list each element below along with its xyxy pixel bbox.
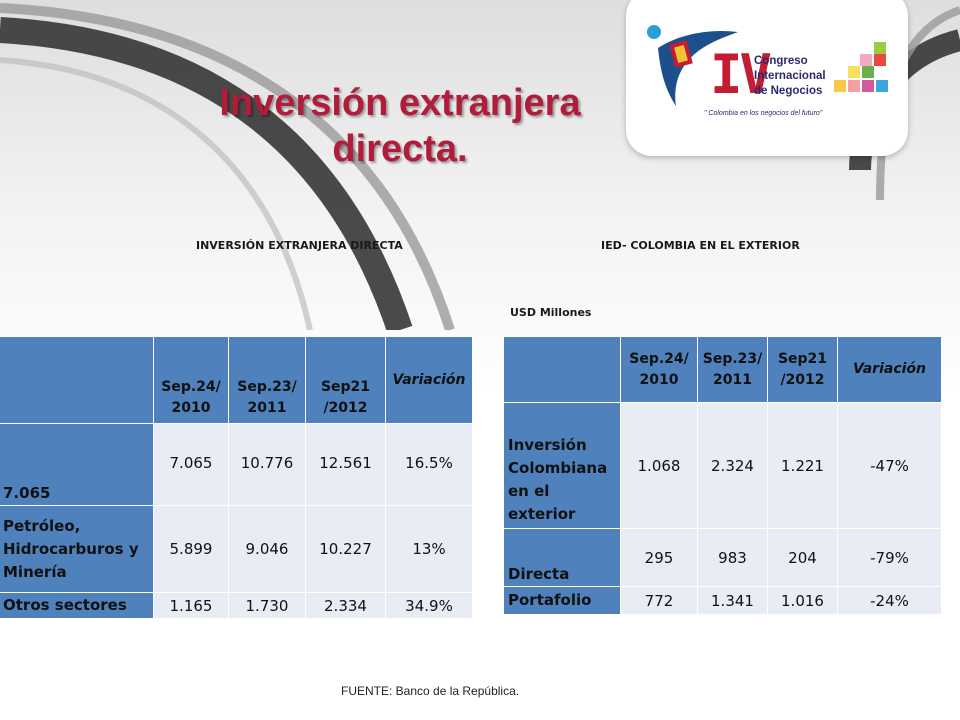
table-cell: 9.046 bbox=[228, 505, 306, 593]
column-header: Sep.23/ 2011 bbox=[228, 336, 306, 424]
column-header: Variación bbox=[837, 336, 942, 403]
table-cell: -79% bbox=[837, 528, 942, 587]
table-cell: 295 bbox=[620, 528, 698, 587]
logo-roman-numeral: IV bbox=[710, 43, 772, 106]
table-cell: 2.334 bbox=[305, 592, 386, 619]
table-cell: 1.730 bbox=[228, 592, 306, 619]
table-cell: 13% bbox=[385, 505, 473, 593]
column-header bbox=[503, 336, 621, 403]
table-cell: 2.324 bbox=[697, 402, 768, 529]
table-cell: 7.065 bbox=[153, 423, 229, 506]
slide-title: Inversión extranjera directa. bbox=[150, 80, 650, 172]
table-cell: 10.776 bbox=[228, 423, 306, 506]
table-cell: 16.5% bbox=[385, 423, 473, 506]
table-row: Petróleo, Hidrocarburos y Minería 5.899 … bbox=[0, 505, 473, 593]
row-label: Inversión Colombiana en el exterior bbox=[503, 402, 621, 529]
column-header: Sep.23/ 2011 bbox=[697, 336, 768, 403]
table-row: Inversión Colombiana en el exterior 1.06… bbox=[503, 402, 942, 529]
slide-title-line: directa. bbox=[332, 128, 468, 170]
row-label: Otros sectores bbox=[0, 592, 154, 619]
table-cell: 1.341 bbox=[697, 586, 768, 615]
column-header: Sep21 /2012 bbox=[767, 336, 838, 403]
table-header-row: Sep.24/ 2010 Sep.23/ 2011 Sep21 /2012 Va… bbox=[0, 336, 473, 424]
row-label: Portafolio bbox=[503, 586, 621, 615]
figure-logo-icon bbox=[647, 25, 738, 107]
table-cell: -47% bbox=[837, 402, 942, 529]
table-row: Directa 295 983 204 -79% bbox=[503, 528, 942, 587]
source-note: FUENTE: Banco de la República. bbox=[341, 684, 520, 698]
logo-name: Congreso Internacional de Negocios bbox=[754, 54, 826, 99]
logo-name-line: Congreso bbox=[754, 55, 808, 67]
table-cell: -24% bbox=[837, 586, 942, 615]
table-cell: 772 bbox=[620, 586, 698, 615]
table-cell: 983 bbox=[697, 528, 768, 587]
row-label: 7.065 bbox=[0, 423, 154, 506]
slide-title-line: Inversión extranjera bbox=[219, 82, 581, 124]
right-table-heading: IED- COLOMBIA EN EL EXTERIOR bbox=[601, 239, 800, 252]
table-row: 7.065 7.065 10.776 12.561 16.5% bbox=[0, 423, 473, 506]
table-cell: 1.221 bbox=[767, 402, 838, 529]
table-cell: 10.227 bbox=[305, 505, 386, 593]
table-cell: 1.016 bbox=[767, 586, 838, 615]
column-header: Sep.24/ 2010 bbox=[620, 336, 698, 403]
column-header: Variación bbox=[385, 336, 473, 424]
row-label: Petróleo, Hidrocarburos y Minería bbox=[0, 505, 154, 593]
logo-slogan: " Colombia en los negocios del futuro" bbox=[704, 110, 823, 117]
column-header: Sep.24/ 2010 bbox=[153, 336, 229, 424]
units-label: USD Millones bbox=[510, 306, 592, 319]
column-header: Sep21 /2012 bbox=[305, 336, 386, 424]
fdi-table: Sep.24/ 2010 Sep.23/ 2011 Sep21 /2012 Va… bbox=[0, 336, 473, 619]
table-cell: 1.068 bbox=[620, 402, 698, 529]
logo-name-line: Internacional bbox=[754, 70, 826, 82]
table-row: Portafolio 772 1.341 1.016 -24% bbox=[503, 586, 942, 615]
row-label: Directa bbox=[503, 528, 621, 587]
table-cell: 5.899 bbox=[153, 505, 229, 593]
table-cell: 1.165 bbox=[153, 592, 229, 619]
table-cell: 204 bbox=[767, 528, 838, 587]
table-row: Otros sectores 1.165 1.730 2.334 34.9% bbox=[0, 592, 473, 619]
left-table-heading: INVERSIÓN EXTRANJERA DIRECTA bbox=[196, 239, 403, 252]
table-cell: 12.561 bbox=[305, 423, 386, 506]
table-header-row: Sep.24/ 2010 Sep.23/ 2011 Sep21 /2012 Va… bbox=[503, 336, 942, 403]
event-logo: IV Congreso Internacional de Negocios " … bbox=[626, 0, 908, 156]
logo-color-grid-icon bbox=[834, 42, 898, 104]
table-cell: 34.9% bbox=[385, 592, 473, 619]
column-header bbox=[0, 336, 154, 424]
colombia-abroad-table: Sep.24/ 2010 Sep.23/ 2011 Sep21 /2012 Va… bbox=[503, 336, 942, 615]
logo-name-line: de Negocios bbox=[754, 85, 823, 97]
